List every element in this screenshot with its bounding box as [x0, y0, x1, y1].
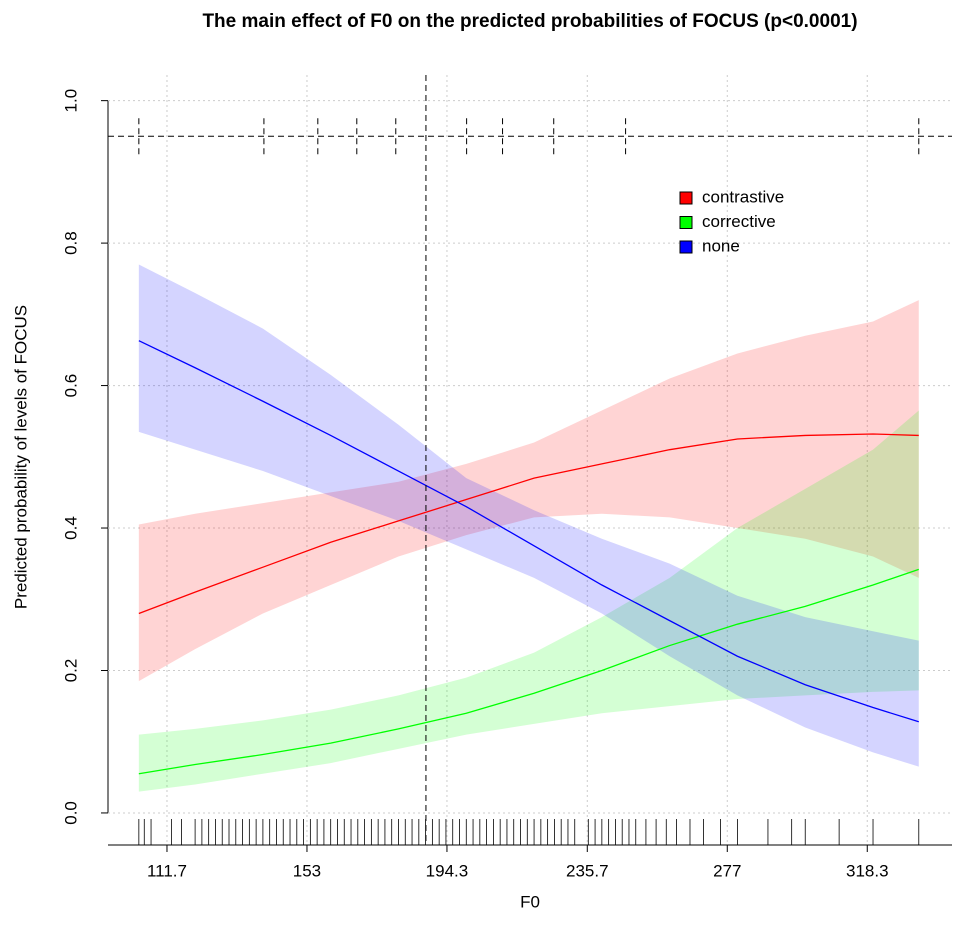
confidence-band	[138, 300, 919, 682]
x-tick-label: 194.3	[426, 861, 469, 880]
legend-swatch	[679, 216, 693, 229]
x-tick-label: 111.7	[147, 861, 187, 880]
legend-label: contrastive	[702, 187, 784, 206]
y-tick-label: 0.4	[61, 516, 80, 540]
chart-title: The main effect of F0 on the predicted p…	[202, 11, 857, 32]
y-tick-label: 0.2	[61, 659, 80, 683]
y-tick-label: 0.0	[61, 801, 80, 825]
confidence-band	[138, 264, 919, 767]
confidence-band	[138, 410, 919, 792]
x-tick-label: 318.3	[846, 861, 889, 880]
series-line	[138, 433, 919, 615]
y-tick-label: 0.6	[61, 374, 80, 398]
y-tick-label: 0.8	[61, 231, 80, 255]
legend-swatch	[679, 191, 693, 205]
x-tick-label: 235.7	[566, 861, 609, 880]
legend-label: none	[702, 236, 740, 255]
series-line	[138, 340, 919, 723]
series-line	[138, 568, 919, 775]
x-axis-label: F0	[520, 892, 540, 911]
x-tick-label: 277	[713, 861, 741, 880]
legend-label: corrective	[702, 212, 776, 231]
x-tick-label: 153	[293, 861, 321, 880]
legend-swatch	[679, 240, 693, 254]
y-tick-label: 1.0	[61, 89, 80, 113]
y-axis-label: Predicted probability of levels of FOCUS	[11, 305, 30, 609]
